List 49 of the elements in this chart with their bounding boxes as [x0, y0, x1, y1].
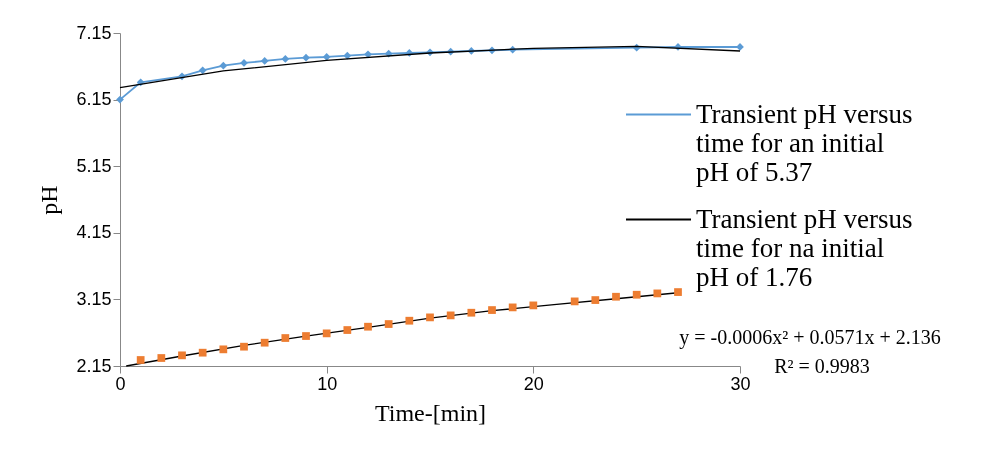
point	[446, 311, 455, 320]
point	[467, 308, 476, 317]
point	[157, 354, 166, 362]
point	[343, 326, 352, 334]
legend-label: Transient pH versus time for an initial pH of 5.37	[696, 98, 913, 187]
x-tick-label: 0	[115, 373, 126, 394]
point	[570, 297, 579, 306]
y-tick-label: 4.15	[76, 222, 112, 243]
point	[302, 53, 310, 62]
point	[322, 53, 331, 61]
y-tick-label: 2.15	[76, 355, 112, 376]
point	[364, 322, 372, 331]
y-tick-label: 3.15	[76, 288, 112, 309]
y-tick-label: 7.15	[76, 22, 112, 43]
x-tick-label: 20	[523, 373, 544, 394]
point	[653, 289, 662, 298]
legend-label: Transient pH versus time for na initial pH of 1.76	[696, 203, 913, 292]
y-tick-label: 5.15	[76, 155, 112, 176]
point	[529, 301, 538, 310]
point	[508, 303, 517, 312]
point	[240, 342, 248, 351]
y-axis-title: pH	[36, 185, 63, 215]
point	[281, 334, 290, 342]
point	[198, 66, 207, 75]
x-axis-title: Time-[min]	[374, 399, 487, 426]
x-tick-label: 10	[317, 373, 338, 394]
point	[674, 288, 682, 296]
point	[178, 351, 186, 360]
point	[632, 290, 641, 299]
point	[116, 95, 124, 104]
point	[219, 61, 228, 70]
point	[136, 356, 145, 364]
point	[281, 55, 290, 63]
x-tick-label: 30	[730, 373, 751, 394]
point	[260, 338, 269, 347]
y-tick-label: 6.15	[76, 89, 112, 110]
point	[426, 313, 434, 322]
point	[384, 320, 393, 328]
point	[198, 348, 207, 357]
text: R² = 0.9983	[774, 355, 870, 377]
point	[302, 332, 310, 340]
point	[612, 292, 620, 301]
annotation: y = -0.0006x² + 0.0571x + 2.136	[679, 326, 941, 349]
point	[488, 306, 496, 314]
point	[405, 316, 414, 325]
point	[260, 57, 269, 65]
point	[219, 345, 228, 354]
point	[591, 296, 600, 304]
point	[322, 329, 331, 338]
